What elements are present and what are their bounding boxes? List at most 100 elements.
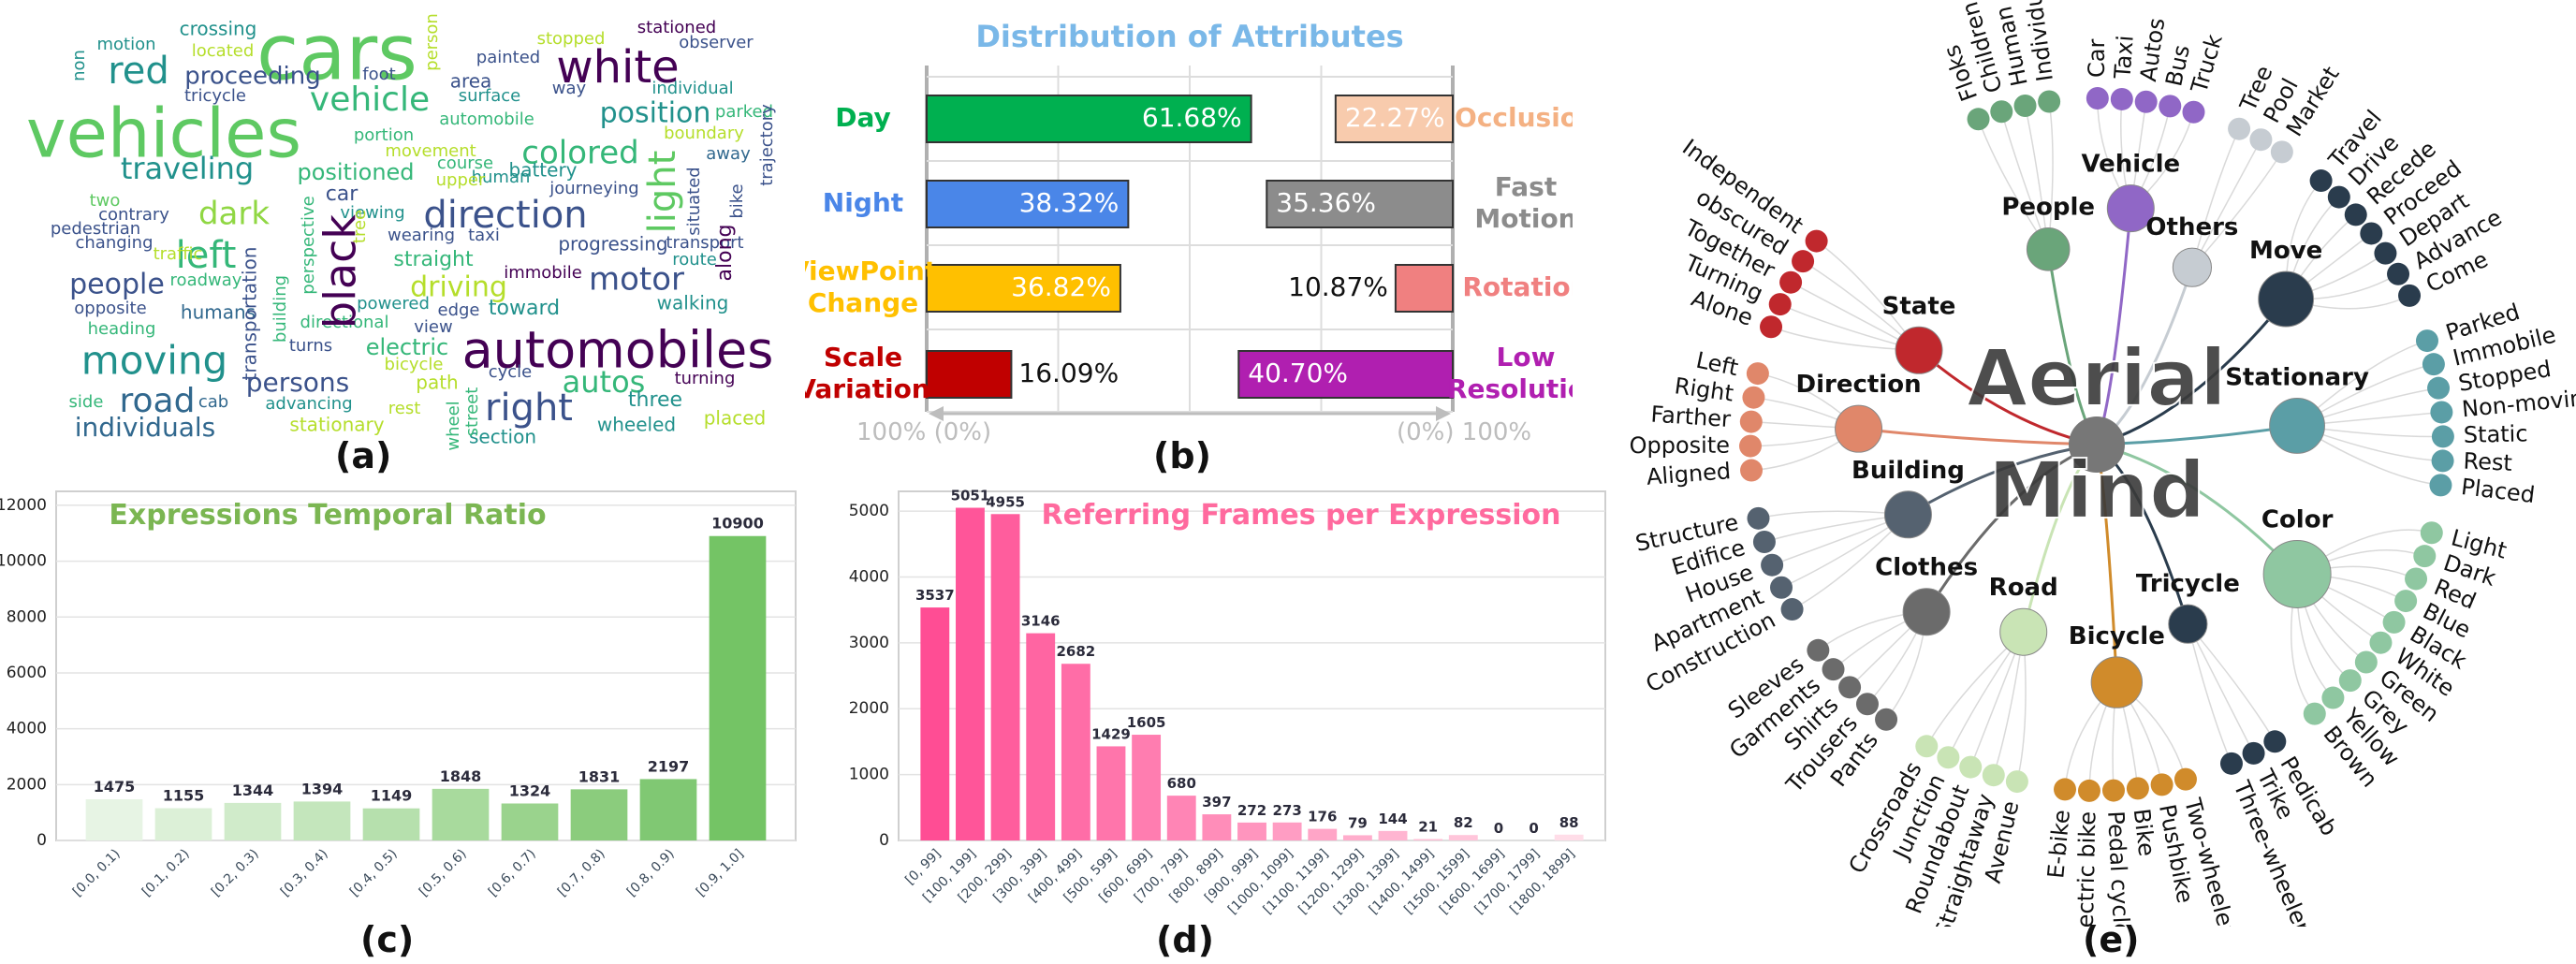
attribute-bar-right — [1334, 95, 1454, 143]
wordcloud-word: wheel — [444, 401, 463, 450]
wordcloud-word: left — [176, 234, 237, 277]
bar-value-label: 10900 — [711, 515, 764, 533]
wordcloud-word: black — [315, 214, 366, 329]
x-tick-label: [0.0, 0.1) — [70, 846, 124, 899]
mindmap-panel: Floks Children Human Individual People Car Tax… — [1629, 0, 2576, 949]
bar — [1166, 796, 1196, 840]
referring-frames-panel: 0 1000 2000 3000 4000 5000 3537 [0, 99] 5051 [100… — [814, 487, 1619, 917]
wordcloud-word: cars — [256, 8, 417, 97]
bar-value-label: 21 — [1418, 819, 1438, 836]
bar — [709, 535, 767, 840]
mindmap-leaf-node — [1752, 531, 1776, 554]
attributes-axis-right-label: (0%) 100% — [1397, 418, 1531, 446]
y-tick-label: 0 — [37, 831, 47, 850]
wordcloud-word: vehicle — [310, 80, 430, 119]
mindmap-leaf-node — [2360, 222, 2383, 245]
attribute-value-left: 36.82% — [1011, 271, 1111, 302]
wordcloud-word: walking — [657, 292, 729, 314]
mindmap-leaf-node — [1780, 598, 1804, 621]
x-tick-label: [0.2, 0.3) — [209, 846, 262, 899]
chart-title: Referring Frames per Expression — [1042, 499, 1561, 532]
mindmap-leaf-node — [1760, 315, 1783, 339]
mindmap-leaf-node — [2101, 779, 2125, 802]
panel-label-a: (a) — [335, 435, 392, 476]
attribute-label-right: Occlusion — [1455, 102, 1573, 133]
mindmap-leaf-node — [2086, 87, 2109, 110]
mindmap-category-node — [1883, 490, 1932, 539]
mindmap-leaf-node — [2431, 449, 2454, 473]
mindmap-leaf-node — [1967, 108, 1990, 131]
wordcloud-word: straight — [393, 248, 474, 271]
wordcloud-word: located — [192, 41, 255, 61]
wordcloud-word: taxi — [468, 226, 500, 245]
attribute-label-left: Night — [823, 187, 903, 218]
attribute-bar-left — [926, 180, 1130, 228]
wordcloud-word: route — [672, 250, 717, 270]
wordcloud-word: along — [713, 225, 737, 282]
wordcloud-word: non — [69, 50, 89, 81]
wordcloud-word: rest — [388, 399, 421, 418]
mindmap-branch — [1858, 427, 2098, 446]
wordcloud-word: person — [422, 13, 442, 71]
mindmap-category-node — [2172, 247, 2213, 287]
bar — [1026, 633, 1056, 840]
bar — [990, 514, 1020, 840]
bar-value-label: 1155 — [163, 787, 205, 805]
mindmap-category-label: Color — [2261, 505, 2334, 533]
wordcloud-word: bicycle — [385, 355, 444, 374]
mindmap-leaf-node — [2369, 631, 2393, 654]
mindmap-leaf-node — [2126, 777, 2149, 800]
wordcloud-word: movement — [385, 141, 476, 161]
mindmap-leaf-label: Static — [2464, 420, 2528, 448]
wordcloud-word: wheeled — [597, 414, 676, 436]
wordcloud-word: heading — [88, 319, 156, 339]
wordcloud-word: positioned — [297, 159, 414, 185]
attribute-bar-left — [926, 95, 1252, 143]
mindmap-leaf-node — [1761, 553, 1784, 577]
bar-value-label: 176 — [1308, 809, 1337, 825]
mindmap-leaf-node — [2420, 521, 2443, 545]
mindmap-leaf-link — [2187, 623, 2276, 742]
mindmap-category-label: Others — [2145, 213, 2238, 241]
mindmap-leaf-node — [2344, 203, 2367, 226]
mindmap-leaf-link — [2047, 101, 2054, 250]
attribute-bar-right — [1394, 264, 1454, 313]
mindmap-leaf-node — [2429, 474, 2452, 497]
wordcloud-word: immobile — [504, 263, 582, 283]
mindmap-leaf-node — [2110, 87, 2133, 110]
wordcloud-word: driving — [410, 271, 507, 304]
mindmap-leaf-node — [2038, 90, 2061, 113]
bar — [639, 779, 697, 840]
mindmap-leaf-node — [2219, 752, 2243, 775]
wordcloud-word: traffic — [154, 244, 203, 264]
mindmap-category-node — [1895, 326, 1943, 374]
y-tick-label: 1000 — [849, 766, 889, 784]
y-tick-label: 0 — [879, 831, 889, 850]
wordcloud-word: edge — [438, 300, 480, 320]
mindmap-leaf-node — [2387, 262, 2410, 285]
wordcloud-word: white — [556, 41, 679, 94]
mindmap-leaf-node — [2249, 128, 2273, 152]
y-tick-label: 8000 — [7, 607, 47, 626]
attribute-label-right: Rotation — [1462, 271, 1573, 302]
attribute-label-right: Fast — [1495, 171, 1557, 202]
mindmap-leaf-label: Taxi — [2109, 35, 2138, 80]
bar — [432, 788, 490, 840]
wordcloud-word: tree — [350, 210, 370, 243]
bar — [362, 808, 420, 840]
panel-label-e: (e) — [2083, 919, 2140, 960]
wordcloud-word: directional — [300, 313, 389, 332]
wordcloud-word: way — [552, 79, 587, 98]
mindmap-center-title-line1: Aerial — [1967, 332, 2227, 424]
bar-value-label: 1324 — [509, 781, 551, 799]
wordcloud-word: direction — [423, 194, 587, 237]
mindmap-category-node — [1902, 588, 1951, 636]
bar-value-label: 5051 — [951, 488, 990, 504]
wordcloud-word: wearing — [388, 226, 455, 245]
wordcloud-word: individual — [651, 79, 733, 98]
wordcloud-word: cycle — [489, 362, 533, 382]
bar — [956, 507, 985, 840]
wordcloud-word: area — [450, 70, 492, 93]
mindmap-branch — [2096, 424, 2298, 446]
